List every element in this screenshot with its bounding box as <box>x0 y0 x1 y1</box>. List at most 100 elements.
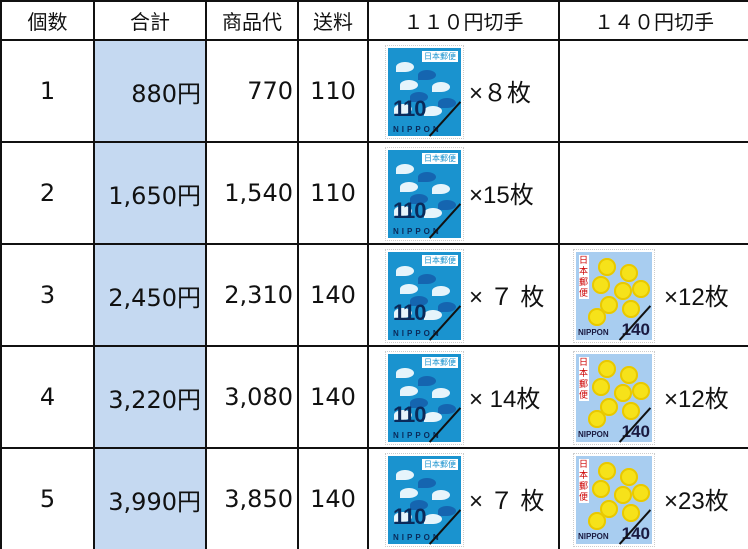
goods-cell: 770 <box>205 39 299 143</box>
dove-icon <box>418 478 436 488</box>
header-stamp-110: １１０円切手 <box>367 0 560 41</box>
header-stamp-140: １４０円切手 <box>558 0 748 41</box>
dove-icon <box>432 286 450 296</box>
dove-icon <box>394 512 412 522</box>
flower-icon <box>632 382 650 400</box>
dove-icon <box>432 184 450 194</box>
header-total: 合計 <box>93 0 207 41</box>
flower-icon <box>598 360 616 378</box>
dove-icon <box>400 386 418 396</box>
stamp-140-count: ×23枚 <box>664 488 729 515</box>
flower-icon <box>614 486 632 504</box>
stamp-110-cell: 日本郵便 110 NIPPON ×15枚 <box>367 141 560 245</box>
dove-icon <box>410 194 428 204</box>
stamp-140-cell: 日本郵便 NIPPON 140 ×12枚 <box>558 243 748 347</box>
dove-icon <box>424 514 442 524</box>
stamp-value: 140 <box>621 524 650 543</box>
flower-icon <box>588 512 606 530</box>
shipping-cell: 140 <box>297 345 369 449</box>
stamp-issuer: 日本郵便 <box>422 357 458 368</box>
dove-icon <box>400 284 418 294</box>
stamp-issuer: 日本郵便 <box>422 51 458 62</box>
stamp-110-count: × 14枚 <box>469 386 541 413</box>
dove-icon <box>424 106 442 116</box>
stamp-value: 140 <box>621 320 650 339</box>
flower-icon <box>600 500 618 518</box>
flower-icon <box>592 276 610 294</box>
stamp-country: NIPPON <box>578 430 609 439</box>
dove-icon <box>424 310 442 320</box>
dove-icon <box>432 388 450 398</box>
stamp-issuer: 日本郵便 <box>579 255 589 299</box>
flower-icon <box>598 462 616 480</box>
flower-icon <box>600 398 618 416</box>
stamp-country: NIPPON <box>393 125 442 134</box>
stamp-country: NIPPON <box>578 532 609 541</box>
qty-cell: 5 <box>0 447 95 549</box>
dove-icon <box>432 82 450 92</box>
total-cell: 2,450円 <box>93 243 207 347</box>
dove-icon <box>418 70 436 80</box>
header-shipping: 送料 <box>297 0 369 41</box>
dove-icon <box>396 368 414 378</box>
dove-icon <box>438 506 456 516</box>
table-row: 3 2,450円 2,310 140 日本郵便 110 NIPPON × ７ 枚… <box>0 243 748 347</box>
dove-icon <box>438 302 456 312</box>
qty-cell: 4 <box>0 345 95 449</box>
stamp-140-cell <box>558 141 748 245</box>
dove-icon <box>400 182 418 192</box>
stamp-140-cell: 日本郵便 NIPPON 140 ×12枚 <box>558 345 748 449</box>
dove-icon <box>418 376 436 386</box>
header-row: 個数 合計 商品代 送料 １１０円切手 １４０円切手 <box>0 0 748 41</box>
stamp-110-cell: 日本郵便 110 NIPPON × 14枚 <box>367 345 560 449</box>
stamp-140-image: 日本郵便 NIPPON 140 <box>573 351 655 445</box>
total-cell: 880円 <box>93 39 207 143</box>
dove-icon <box>418 172 436 182</box>
stamp-issuer: 日本郵便 <box>422 255 458 266</box>
stamp-140-cell <box>558 39 748 143</box>
dove-icon <box>410 500 428 510</box>
stamp-140-count: ×12枚 <box>664 284 729 311</box>
dove-icon <box>438 404 456 414</box>
flower-icon <box>614 282 632 300</box>
stamp-140-image: 日本郵便 NIPPON 140 <box>573 453 655 547</box>
stamp-country: NIPPON <box>393 533 442 542</box>
stamp-country: NIPPON <box>393 227 442 236</box>
table-row: 5 3,990円 3,850 140 日本郵便 110 NIPPON × ７ 枚… <box>0 447 748 549</box>
stamp-110-count: × ７ 枚 <box>469 284 545 311</box>
stamp-issuer: 日本郵便 <box>422 153 458 164</box>
flower-icon <box>620 264 638 282</box>
dove-icon <box>394 206 412 216</box>
stamp-issuer: 日本郵便 <box>422 459 458 470</box>
stamp-110-count: × ７ 枚 <box>469 488 545 515</box>
qty-cell: 3 <box>0 243 95 347</box>
stamp-110-cell: 日本郵便 110 NIPPON × ７ 枚 <box>367 243 560 347</box>
stamp-110-image: 日本郵便 110 NIPPON <box>385 147 464 241</box>
flower-icon <box>620 366 638 384</box>
dove-icon <box>410 398 428 408</box>
dove-icon <box>418 274 436 284</box>
dove-icon <box>394 308 412 318</box>
stamp-country: NIPPON <box>393 329 442 338</box>
table-row: 1 880円 770 110 日本郵便 110 NIPPON ×８枚 <box>0 39 748 143</box>
stamp-country: NIPPON <box>578 328 609 337</box>
goods-cell: 3,850 <box>205 447 299 549</box>
header-goods: 商品代 <box>205 0 299 41</box>
stamp-value: 110 <box>393 96 426 121</box>
dove-icon <box>396 164 414 174</box>
total-cell: 1,650円 <box>93 141 207 245</box>
stamp-value: 110 <box>393 198 426 223</box>
stamp-110-count: ×15枚 <box>469 182 534 209</box>
total-cell: 3,990円 <box>93 447 207 549</box>
stamp-140-cell: 日本郵便 NIPPON 140 ×23枚 <box>558 447 748 549</box>
dove-icon <box>432 490 450 500</box>
stamp-value: 110 <box>393 300 426 325</box>
goods-cell: 3,080 <box>205 345 299 449</box>
qty-cell: 2 <box>0 141 95 245</box>
goods-cell: 2,310 <box>205 243 299 347</box>
flower-icon <box>592 378 610 396</box>
stamp-issuer: 日本郵便 <box>579 459 589 503</box>
dove-icon <box>396 470 414 480</box>
flower-icon <box>620 468 638 486</box>
dove-icon <box>424 208 442 218</box>
